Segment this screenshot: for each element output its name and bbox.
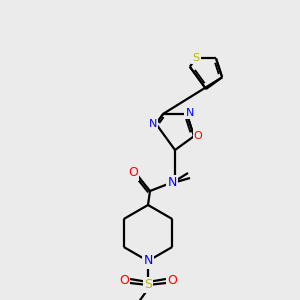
Text: O: O <box>119 274 129 287</box>
Text: N: N <box>149 119 157 129</box>
Text: O: O <box>128 167 138 179</box>
Text: O: O <box>194 131 202 141</box>
Text: N: N <box>167 176 177 190</box>
Text: S: S <box>192 53 200 63</box>
Text: S: S <box>144 278 152 292</box>
Text: N: N <box>186 108 194 118</box>
Text: N: N <box>143 254 153 268</box>
Text: O: O <box>167 274 177 287</box>
